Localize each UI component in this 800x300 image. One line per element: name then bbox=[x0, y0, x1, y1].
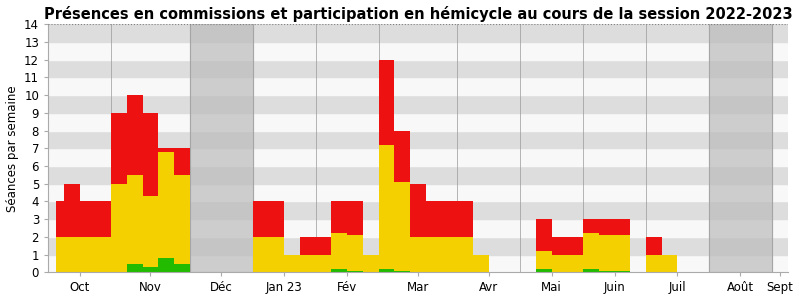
Y-axis label: Séances par semaine: Séances par semaine bbox=[6, 85, 18, 212]
Bar bbox=[48, 148, 788, 166]
Bar bbox=[48, 130, 788, 148]
Bar bbox=[48, 237, 788, 255]
Bar bbox=[48, 113, 788, 130]
Bar bbox=[48, 77, 788, 95]
Bar bbox=[48, 95, 788, 113]
Bar bbox=[48, 219, 788, 237]
Bar bbox=[48, 184, 788, 202]
Bar bbox=[48, 42, 788, 60]
Bar bbox=[48, 255, 788, 272]
Bar bbox=[190, 24, 253, 272]
Bar bbox=[48, 202, 788, 219]
Bar bbox=[48, 166, 788, 184]
Bar bbox=[48, 24, 788, 42]
Bar bbox=[709, 24, 772, 272]
Bar bbox=[48, 60, 788, 77]
Title: Présences en commissions et participation en hémicycle au cours de la session 20: Présences en commissions et participatio… bbox=[43, 6, 792, 22]
